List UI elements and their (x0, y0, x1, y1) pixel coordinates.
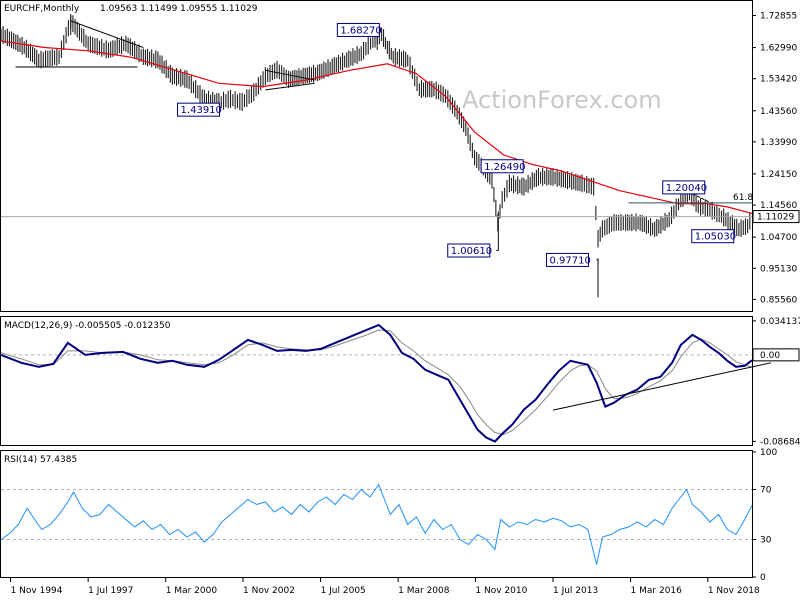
price-annotation-box (177, 102, 221, 117)
y-tick-label: 70 (760, 486, 772, 496)
macd-line (0, 323, 753, 443)
price-annotation-box (546, 252, 590, 267)
y-tick-label: 0.95130 (760, 264, 797, 274)
price-annotation-box (480, 159, 524, 174)
y-tick-label: 1.14560 (760, 201, 797, 211)
last-price-label: 1.11029 (757, 213, 794, 223)
y-tick-label: 1.24150 (760, 170, 797, 180)
x-tick-label: 1 Nov 2018 (708, 586, 760, 596)
macd-zero-tag-label: 0.00 (760, 351, 780, 361)
rsi-plot-area (0, 483, 753, 565)
price-annotation-label: 1.26490 (484, 162, 525, 173)
y-tick-label: 1.33990 (760, 138, 797, 148)
rsi-y-axis: 100 70 30 0 (752, 448, 777, 583)
rsi-pane (0, 450, 753, 578)
x-tick-label: 1 Jul 2013 (553, 586, 598, 596)
x-tick-label: 1 Mar 2000 (166, 586, 218, 596)
last-price-tag (752, 210, 800, 224)
x-tick-label: 1 Nov 2010 (475, 586, 527, 596)
fib-level-label: 61.8 (733, 193, 753, 203)
y-tick-label: 100 (760, 448, 777, 458)
x-tick-label: 1 Nov 1994 (11, 586, 63, 596)
macd-y-axis: 0.0341370.00-0.0868490.00 (752, 317, 800, 447)
price-annotation-box (447, 243, 491, 258)
macd-zero-tag (752, 348, 800, 362)
y-tick-label: 1.04700 (760, 233, 797, 243)
y-tick-label: 0.85560 (760, 295, 797, 305)
price-annotation-label: 0.97710 (550, 255, 591, 266)
trendline (265, 69, 315, 81)
price-annotation-label: 1.68270 (340, 25, 381, 36)
y-tick-label: 30 (760, 536, 772, 546)
price-annotation-label: 1.43910 (181, 105, 222, 116)
trendline (692, 193, 713, 205)
moving-average-line (0, 40, 753, 214)
price-annotation-box (691, 229, 735, 244)
price-y-axis: 1.72855 1.62990 1.53420 1.43560 1.33990 1.241… (752, 11, 797, 305)
macd-pane (0, 316, 753, 446)
price-header-ohlc: 1.09563 1.11499 1.09555 1.11029 (100, 4, 258, 14)
macd-plot-area (0, 323, 771, 443)
x-tick-label: 1 Mar 2016 (631, 586, 683, 596)
y-tick-label: 0 (760, 573, 766, 583)
y-tick-label: 1.53420 (760, 75, 797, 85)
y-tick-label: 1.43560 (760, 107, 797, 117)
trendline (265, 82, 315, 91)
price-header-symbol: EURCHF,Monthly (4, 4, 80, 14)
macd-trendline (552, 362, 771, 411)
x-tick-label: 1 Nov 2002 (243, 586, 295, 596)
y-tick-label: -0.086849 (760, 437, 800, 447)
rsi-line (0, 483, 753, 565)
price-annotation-label: 1.05030 (695, 232, 736, 243)
price-annotation-box (336, 22, 380, 37)
x-tick-label: 1 Jul 1997 (88, 586, 133, 596)
trendline (70, 20, 144, 49)
price-annotation-box (662, 180, 706, 195)
price-annotation-label: 1.20040 (666, 183, 707, 194)
watermark: ActionForex.com (462, 86, 662, 114)
price-annotation-label: 1.00610 (451, 246, 492, 257)
price-plot-area: 1.11029 61.8 1.68270 1.43910 1.26490 1.00610 0… (0, 14, 800, 298)
y-tick-label: 0.034137 (760, 317, 800, 327)
time-axis: 1 Nov 1994 1 Jul 1997 1 Mar 2000 1 Nov 2002… (10, 578, 760, 596)
rsi-title: RSI(14) 57.4385 (4, 455, 77, 465)
x-tick-label: 1 Mar 2008 (398, 586, 450, 596)
y-tick-label: 1.62990 (760, 44, 797, 54)
y-tick-label: 1.72855 (760, 11, 797, 21)
macd-title: MACD(12,26,9) -0.005505 -0.012350 (4, 321, 171, 331)
price-pane (0, 0, 753, 312)
x-tick-label: 1 Jul 2005 (321, 586, 366, 596)
